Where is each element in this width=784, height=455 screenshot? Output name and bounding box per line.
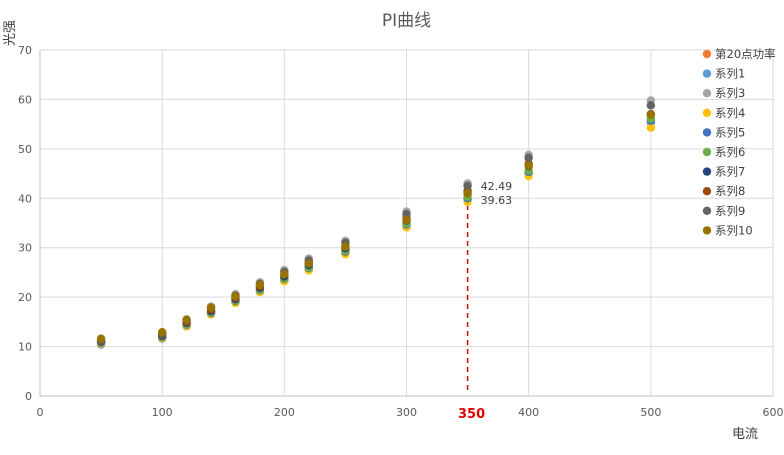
data-point-series-9 xyxy=(646,101,656,110)
data-point-series-9 xyxy=(463,181,472,191)
legend-label: 系列5 xyxy=(715,125,745,139)
data-point-series-10 xyxy=(524,161,533,170)
legend-marker xyxy=(702,89,712,98)
y-tick-label: 0 xyxy=(25,390,32,403)
data-point-series-10 xyxy=(280,270,289,279)
y-tick-label: 10 xyxy=(18,341,32,354)
data-point-series-10 xyxy=(304,259,313,268)
data-point-series-10 xyxy=(341,242,350,251)
data-point-series-10 xyxy=(206,303,216,312)
data-point-series-9 xyxy=(402,209,411,219)
legend-label: 第20点功率 xyxy=(715,47,776,61)
legend-marker xyxy=(702,147,712,157)
x-tick-label: 500 xyxy=(640,406,661,419)
x-tick-label: 200 xyxy=(274,406,295,419)
legend-marker xyxy=(702,69,712,78)
data-label: 42.49 xyxy=(481,180,513,193)
y-tick-label: 40 xyxy=(18,192,32,205)
legend-marker xyxy=(702,167,712,176)
x-tick-label: 400 xyxy=(518,406,539,419)
data-label: 39.63 xyxy=(481,194,513,207)
data-point-series-10 xyxy=(402,215,411,225)
legend-marker xyxy=(702,108,712,118)
legend-marker xyxy=(702,187,712,196)
legend-marker xyxy=(702,206,712,215)
legend-label: 系列3 xyxy=(715,86,745,100)
x-axis-title: 电流 xyxy=(732,427,758,442)
legend-marker xyxy=(702,128,712,137)
data-point-series-10 xyxy=(96,334,106,343)
legend-label: 系列4 xyxy=(715,106,745,120)
legend-marker xyxy=(702,226,712,235)
data-point-series-10 xyxy=(157,328,167,337)
legend-label: 系列1 xyxy=(715,67,745,81)
data-point-series-10 xyxy=(255,280,265,289)
data-point-series-9 xyxy=(524,153,533,162)
data-point-series-10 xyxy=(182,315,191,325)
reference-line-label: 350 xyxy=(458,407,485,422)
legend-label: 系列8 xyxy=(715,184,745,198)
chart-title: PI曲线 xyxy=(382,11,431,31)
data-point-series-10 xyxy=(646,110,656,119)
legend-label: 系列9 xyxy=(715,204,745,218)
x-tick-label: 100 xyxy=(152,406,173,419)
y-tick-label: 30 xyxy=(18,242,32,255)
y-tick-label: 20 xyxy=(18,291,32,304)
legend-label: 系列10 xyxy=(715,223,753,237)
x-tick-label: 0 xyxy=(37,406,44,419)
data-point-series-10 xyxy=(463,189,472,198)
data-point-series-10 xyxy=(231,291,240,301)
y-axis-title: 光强 xyxy=(3,20,18,46)
legend-label: 系列7 xyxy=(715,165,745,179)
x-tick-label: 600 xyxy=(763,406,784,419)
y-tick-label: 50 xyxy=(18,143,32,156)
legend-label: 系列6 xyxy=(715,145,745,159)
x-tick-label: 300 xyxy=(396,406,417,419)
data-point-series-4 xyxy=(646,123,656,132)
legend-marker xyxy=(702,49,712,59)
y-tick-label: 70 xyxy=(18,44,32,57)
y-tick-label: 60 xyxy=(18,93,32,106)
